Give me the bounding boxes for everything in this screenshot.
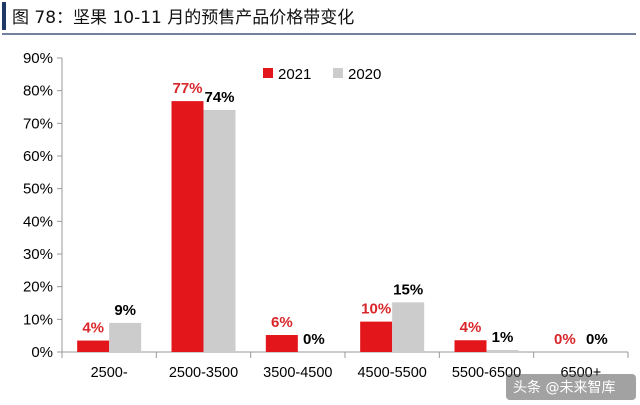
bar-2021 [171,101,204,353]
chart-title: 图 78：坚果 10-11 月的预售产品价格带变化 [12,8,354,28]
data-label-2021: 10% [361,301,391,318]
bars [77,101,519,353]
bar-2020 [203,109,236,352]
y-tick-label: 50% [23,181,53,198]
title-accent-bar [2,2,6,30]
y-tick-label: 70% [23,115,53,132]
y-tick-label: 90% [23,50,53,67]
x-category-label: 5500-6500 [452,365,521,381]
data-label-2020: 1% [492,329,514,346]
y-tick-label: 0% [31,344,53,361]
axes: 0% 10% 20% 30% 40% 50% 60% 70% 80% 90% 2500- 2500-3… [23,50,629,381]
bar-2020 [486,350,519,352]
legend-swatch-2021 [263,68,273,78]
data-labels: 4% 77% 6% 10% 4% 0% 9% 74% 0% 15% 1% 0% [82,80,607,348]
y-tick-label: 20% [23,279,53,296]
data-label-2021: 4% [460,319,482,336]
y-tick-label: 30% [23,246,53,263]
data-label-2020: 0% [303,331,325,348]
data-label-2021: 0% [554,331,576,348]
bar-2021 [77,340,110,352]
data-label-2020: 74% [204,89,234,106]
x-category-label: 3500-4500 [263,365,332,381]
legend-swatch-2020 [333,68,343,78]
data-label-2021: 6% [271,314,293,331]
y-tick-label: 60% [23,148,53,165]
data-label-2020: 0% [586,331,608,348]
watermark-bg [506,374,636,400]
bar-2021 [265,335,298,352]
data-label-2020: 15% [393,281,423,298]
x-category-label: 2500-3500 [169,365,238,381]
y-tick-label: 40% [23,213,53,230]
x-category-label: 2500- [91,365,128,381]
data-label-2020: 9% [114,302,136,319]
watermark-text: 头条 @未来智库 [513,379,615,396]
x-category-label: 4500-5500 [357,365,426,381]
data-label-2021: 77% [172,80,202,97]
bar-2020 [109,322,142,352]
legend-label-2020: 2020 [348,66,381,83]
y-tick-label: 80% [23,83,53,100]
bar-2020 [392,302,425,352]
bar-2021 [360,321,393,352]
y-tick-label: 10% [23,311,53,328]
bar-2021 [454,340,487,352]
legend: 2021 2020 [263,66,381,83]
watermark: 头条 @未来智库 [506,374,636,400]
data-label-2021: 4% [82,320,104,337]
legend-label-2021: 2021 [278,66,311,83]
